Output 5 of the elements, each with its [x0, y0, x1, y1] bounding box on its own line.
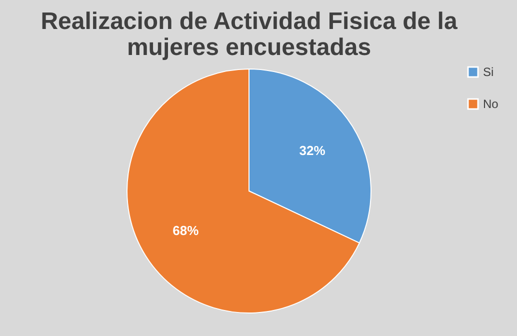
legend-label: Si: [483, 65, 494, 79]
data-label: 32%: [299, 142, 326, 158]
legend-label: No: [483, 97, 499, 111]
data-label: 68%: [172, 223, 200, 238]
chart-title: Realizacion de Actividad Fisica de la mujeres encuestadas: [40, 8, 458, 61]
